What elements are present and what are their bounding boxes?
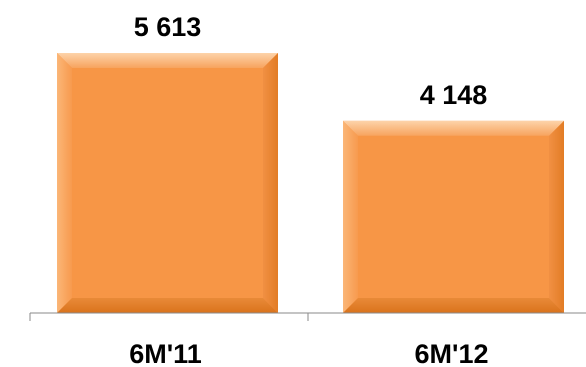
bar-bevel-bottom (57, 298, 278, 313)
bar-bevel-left (57, 53, 72, 313)
bar-bevel-top (343, 120, 564, 136)
bar-1 (57, 53, 278, 313)
x-axis (29, 312, 586, 321)
bar-face (72, 68, 263, 298)
bar-value-label: 5 613 (134, 12, 202, 42)
x-tick-label: 6M'12 (415, 339, 489, 367)
bar-face (358, 135, 549, 298)
value-labels-group: 5 613 4 148 (134, 12, 488, 110)
bar-bevel-right (263, 53, 278, 313)
bar-bevel-right (549, 120, 564, 313)
bars-group (57, 53, 564, 313)
category-labels-group: 6M'11 6M'12 (129, 339, 488, 367)
bar-2 (343, 120, 564, 313)
bar-value-label: 4 148 (420, 80, 488, 110)
bar-bevel-top (57, 53, 278, 68)
bar-bevel-bottom (343, 298, 564, 313)
bar-bevel-left (343, 120, 358, 313)
x-tick-label: 6M'11 (129, 339, 201, 367)
